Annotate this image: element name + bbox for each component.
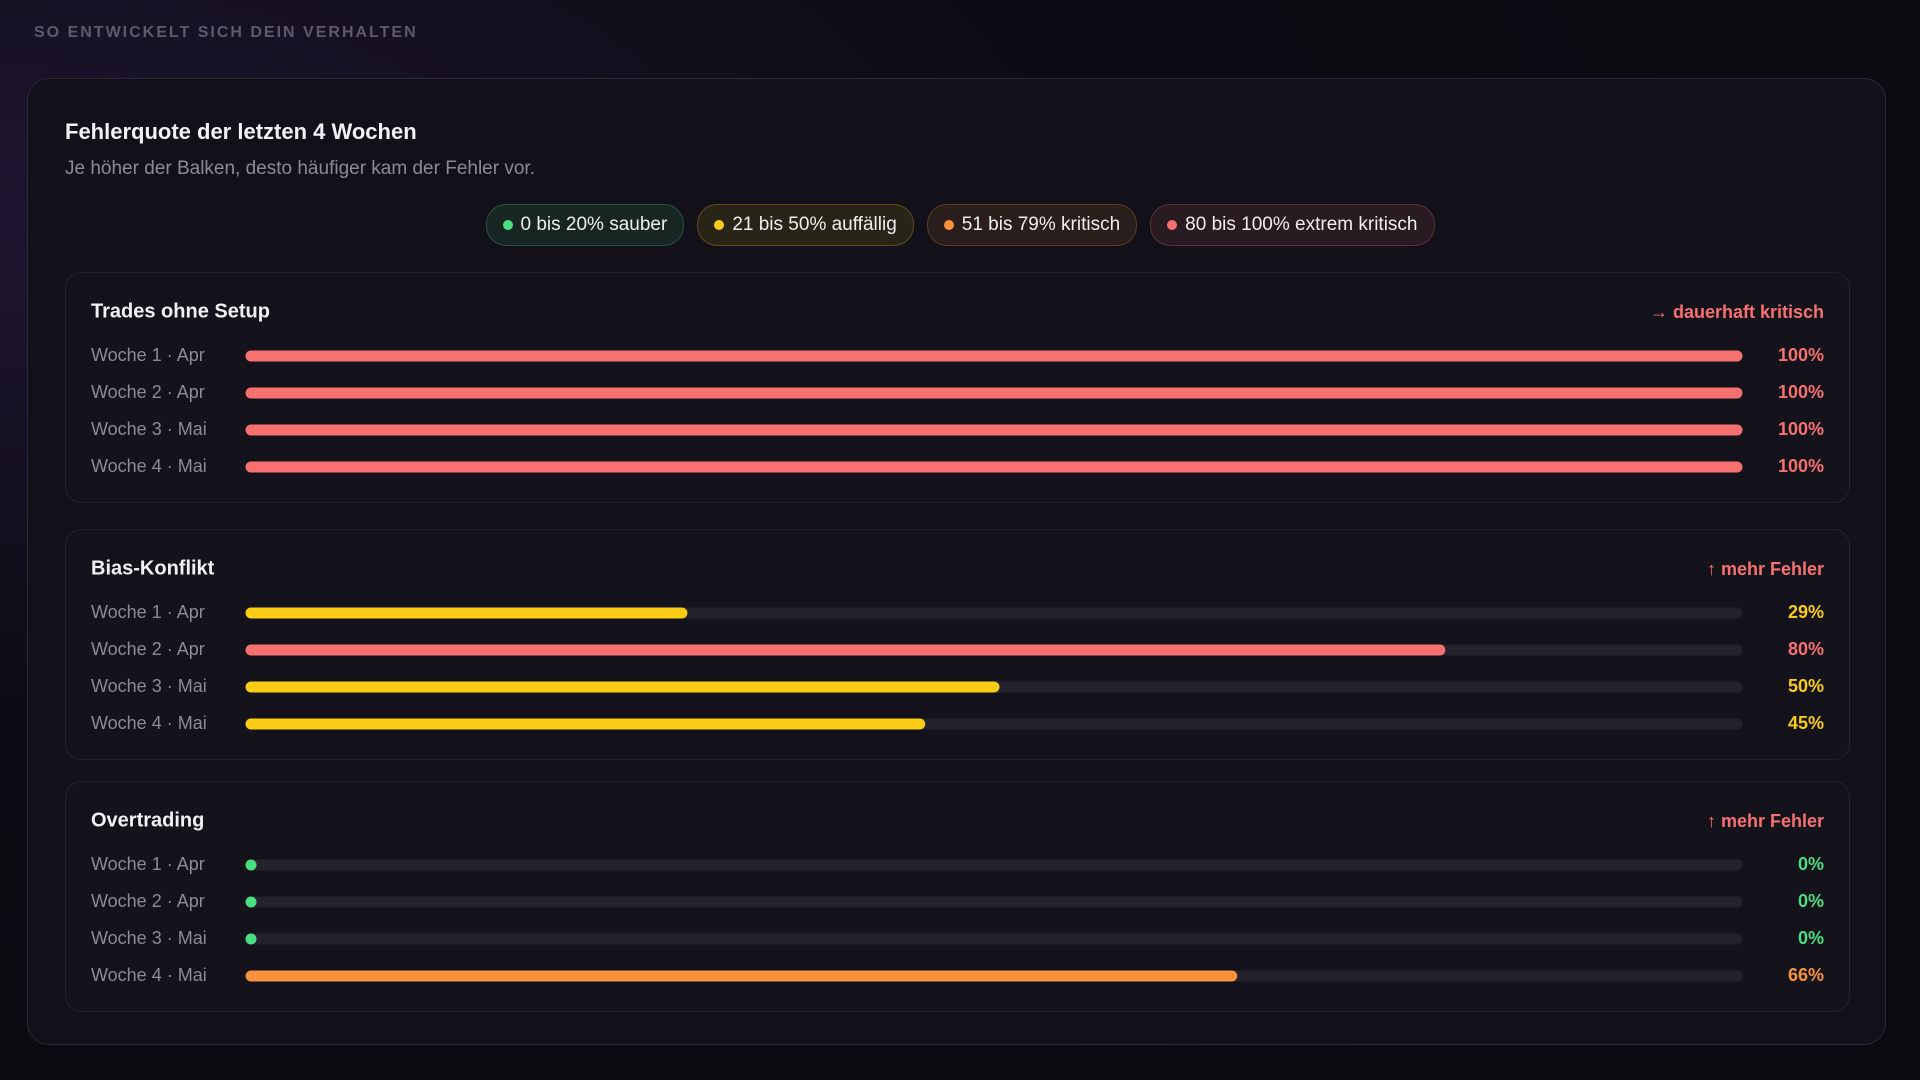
row-label: Woche 3 · Mai <box>91 419 207 439</box>
value-label: 50% <box>1788 676 1824 696</box>
row-label: Woche 2 · Apr <box>91 382 205 402</box>
value-label: 0% <box>1798 854 1824 874</box>
panel-annotation: ↑ mehr Fehler <box>1707 559 1824 579</box>
value-label: 0% <box>1798 928 1824 948</box>
legend-label: 0 bis 20% sauber <box>520 214 668 235</box>
value-label: 80% <box>1788 639 1824 659</box>
legend-dot <box>502 220 513 230</box>
row-label: Woche 1 · Apr <box>91 854 205 874</box>
value-label: 100% <box>1778 382 1824 402</box>
legend-pill: 21 bis 50% auffällig <box>697 204 914 246</box>
chart: Overtrading ↑ mehr Fehler Woche 1 · Apr 0% W… <box>91 809 1824 985</box>
section-header: SO ENTWICKELT SICH DEIN VERHALTEN <box>34 24 418 41</box>
panel-title: Overtrading <box>91 809 204 831</box>
card-title: Fehlerquote der letzten 4 Wochen <box>65 119 417 144</box>
row-label: Woche 1 · Apr <box>91 345 205 365</box>
value-label: 45% <box>1788 713 1824 733</box>
card-subtitle: Je höher der Balken, desto häufiger kam … <box>65 158 535 179</box>
legend-pill: 0 bis 20% sauber <box>485 204 685 246</box>
row-label: Woche 4 · Mai <box>91 965 207 985</box>
panel-title: Bias-Konflikt <box>91 557 215 579</box>
chart-panel: Bias-Konflikt ↑ mehr Fehler Woche 1 · Apr 2… <box>65 529 1850 760</box>
legend-pill: 80 bis 100% extrem kritisch <box>1150 204 1435 246</box>
chart: Bias-Konflikt ↑ mehr Fehler Woche 1 · Apr 2… <box>91 557 1824 733</box>
panel-annotation: ↑ mehr Fehler <box>1707 811 1824 831</box>
legend-label: 21 bis 50% auffällig <box>732 214 897 235</box>
chart-panel: Trades ohne Setup → dauerhaft kritisch Woc… <box>65 272 1850 503</box>
legend-label: 51 bis 79% kritisch <box>961 214 1121 235</box>
row-label: Woche 3 · Mai <box>91 928 207 948</box>
legend: 0 bis 20% sauber 21 bis 50% auffällig 51 b… <box>0 204 1920 246</box>
row-label: Woche 4 · Mai <box>91 713 207 733</box>
legend-dot <box>1167 220 1178 230</box>
legend-dot <box>714 220 725 230</box>
legend-dot <box>943 220 954 230</box>
row-label: Woche 3 · Mai <box>91 676 207 696</box>
value-label: 100% <box>1778 456 1824 476</box>
panel-title: Trades ohne Setup <box>91 300 270 322</box>
panel-annotation: → dauerhaft kritisch <box>1650 302 1824 322</box>
legend-pill: 51 bis 79% kritisch <box>926 204 1138 246</box>
row-label: Woche 2 · Apr <box>91 639 205 659</box>
value-label: 100% <box>1778 345 1824 365</box>
value-label: 29% <box>1788 602 1824 622</box>
value-label: 66% <box>1788 965 1824 985</box>
legend-label: 80 bis 100% extrem kritisch <box>1185 214 1418 235</box>
chart: Trades ohne Setup → dauerhaft kritisch Woc… <box>91 300 1824 476</box>
row-label: Woche 1 · Apr <box>91 602 205 622</box>
row-label: Woche 2 · Apr <box>91 891 205 911</box>
row-label: Woche 4 · Mai <box>91 456 207 476</box>
value-label: 0% <box>1798 891 1824 911</box>
chart-panel: Overtrading ↑ mehr Fehler Woche 1 · Apr 0% W… <box>65 781 1850 1012</box>
value-label: 100% <box>1778 419 1824 439</box>
